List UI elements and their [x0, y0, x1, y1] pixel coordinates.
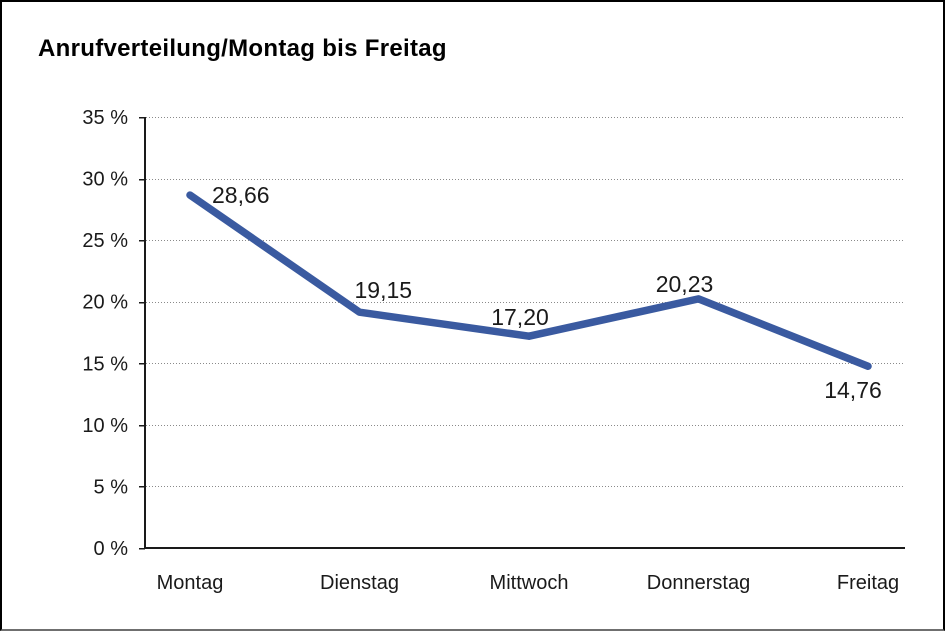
data-point-label: 20,23: [656, 271, 714, 297]
chart-title: Anrufverteilung/Montag bis Freitag: [38, 35, 447, 62]
x-tick-label: Montag: [157, 572, 224, 594]
y-tick-label: 30 %: [82, 169, 128, 191]
data-point-label: 14,76: [824, 377, 882, 403]
y-tick-label: 0 %: [94, 538, 129, 560]
data-point-label: 28,66: [212, 182, 270, 208]
x-tick-label: Mittwoch: [490, 572, 569, 594]
data-point-label: 17,20: [491, 304, 549, 330]
x-tick-label: Dienstag: [320, 572, 399, 594]
y-tick-label: 25 %: [82, 230, 128, 252]
y-tick-label: 35 %: [82, 107, 128, 129]
data-point-label: 19,15: [355, 277, 413, 303]
data-line: [186, 191, 872, 370]
x-tick-label: Donnerstag: [647, 572, 750, 594]
x-tick-label: Freitag: [837, 572, 899, 594]
y-tick-label: 15 %: [82, 353, 128, 375]
y-tick-label: 10 %: [82, 415, 128, 437]
y-tick-label: 5 %: [94, 476, 129, 498]
y-tick-label: 20 %: [82, 292, 128, 314]
